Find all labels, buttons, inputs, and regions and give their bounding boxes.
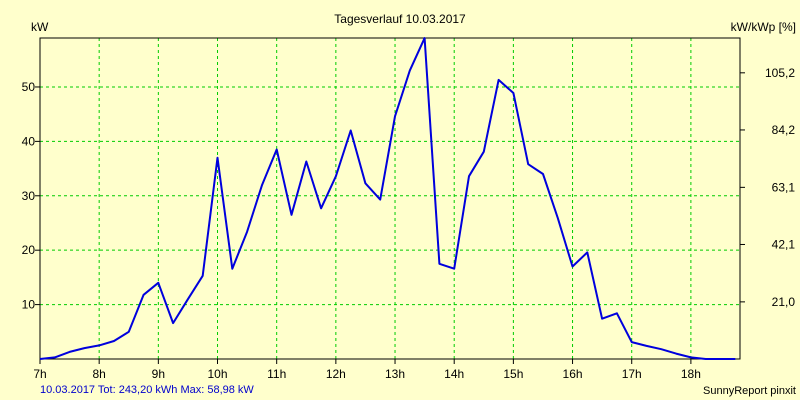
y-left-tick-label: 50 <box>22 80 36 94</box>
y-axis-left-label: kW <box>31 20 49 34</box>
grid <box>40 38 740 359</box>
x-tick-label: 10h <box>207 367 227 381</box>
x-tick-label: 17h <box>622 367 642 381</box>
y-right-tick-label: 63,1 <box>772 180 796 194</box>
y-right-tick-label: 42,1 <box>772 237 796 251</box>
x-tick-label: 8h <box>92 367 105 381</box>
x-tick-label: 15h <box>503 367 523 381</box>
y-right-tick-label: 21,0 <box>772 295 796 309</box>
x-tick-label: 12h <box>326 367 346 381</box>
y-right-tick-label: 84,2 <box>772 123 796 137</box>
footer-credit: SunnyReport pinxit <box>703 385 796 397</box>
x-tick-label: 14h <box>444 367 464 381</box>
y-right-tick-label: 105,2 <box>765 66 795 80</box>
y-left-tick-label: 40 <box>22 134 36 148</box>
ticks: 7h 8h 9h 10h 11h 12h 13h 14h 15h 16h 17h 18h 10 20 30 4… <box>22 66 796 381</box>
x-tick-label: 7h <box>33 367 46 381</box>
x-tick-label: 13h <box>385 367 405 381</box>
y-left-tick-label: 10 <box>22 298 36 312</box>
x-tick-label: 16h <box>563 367 583 381</box>
x-tick-label: 18h <box>681 367 701 381</box>
chart-title: Tagesverlauf 10.03.2017 <box>334 12 466 26</box>
series-line <box>39 37 736 360</box>
x-tick-label: 11h <box>267 367 286 381</box>
y-left-tick-label: 20 <box>22 243 36 257</box>
x-tick-label: 9h <box>152 367 165 381</box>
footer-summary: 10.03.2017 Tot: 243,20 kWh Max: 58,98 kW <box>40 384 254 396</box>
y-axis-right-label: kW/kWp [%] <box>731 20 796 34</box>
plot-frame <box>39 37 741 360</box>
y-left-tick-label: 30 <box>22 189 36 203</box>
